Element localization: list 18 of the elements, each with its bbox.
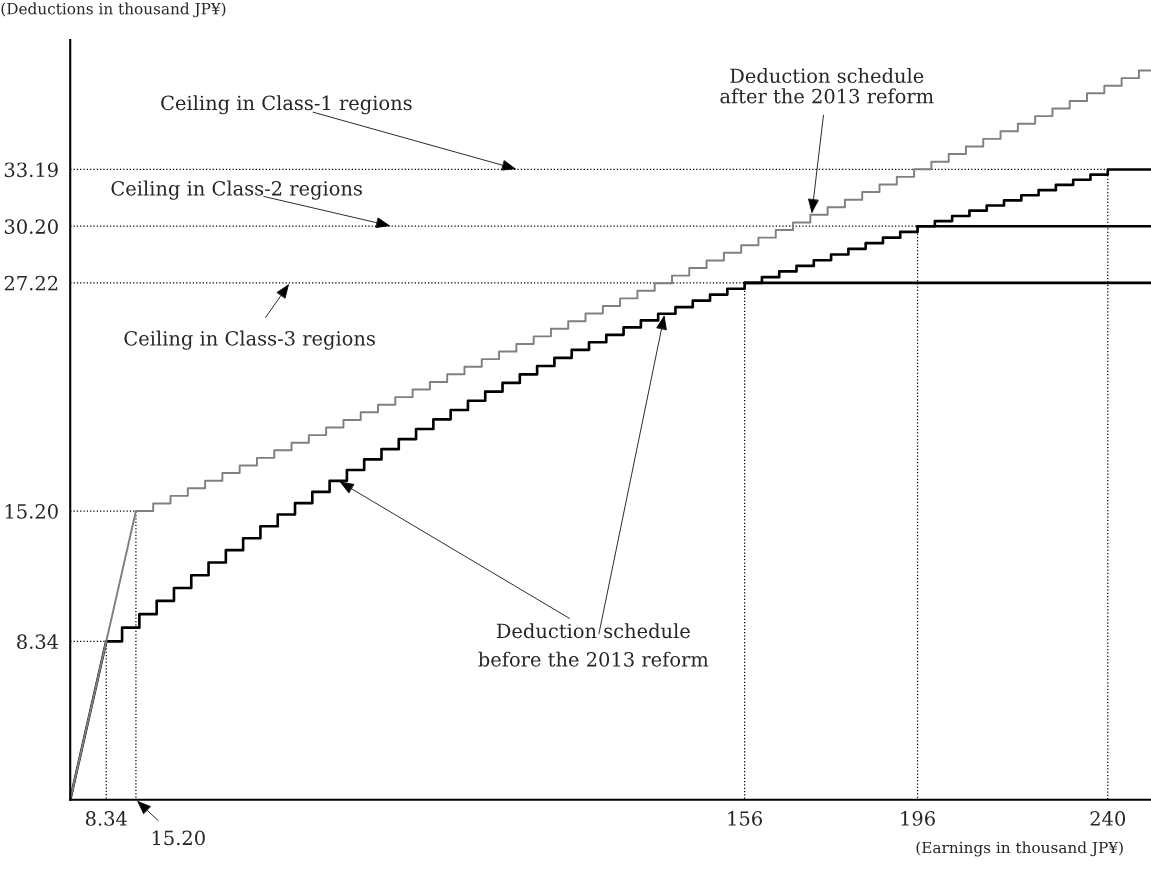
- annotation: before the 2013 reform: [478, 651, 709, 667]
- annotation: Deduction schedule after the 2013 reform: [720, 68, 934, 104]
- annotation: Deduction schedule: [496, 623, 690, 639]
- y-tick-label: 33.19: [4, 162, 58, 178]
- annotation: Ceiling in Class-1 regions: [161, 95, 412, 115]
- x-axis-title: (Earnings in thousand JP¥): [916, 841, 1123, 857]
- annotation: 15.20: [152, 830, 205, 846]
- y-tick-label: 15.20: [5, 504, 58, 519]
- annotation: Ceiling in Class-3 regions: [124, 330, 375, 350]
- y-tick-label: 27.22: [4, 275, 58, 291]
- x-tick-label: 156: [728, 811, 762, 826]
- y-tick-label: 30.20: [4, 219, 58, 234]
- x-tick-label: 8.34: [85, 811, 127, 826]
- annotation: Ceiling in Class-2 regions: [111, 180, 362, 200]
- y-tick-label: 8.34: [17, 634, 59, 649]
- x-tick-label: 196: [901, 811, 935, 826]
- y-axis-title: (Deductions in thousand JP¥): [1, 2, 226, 18]
- x-tick-label: 240: [1090, 811, 1126, 826]
